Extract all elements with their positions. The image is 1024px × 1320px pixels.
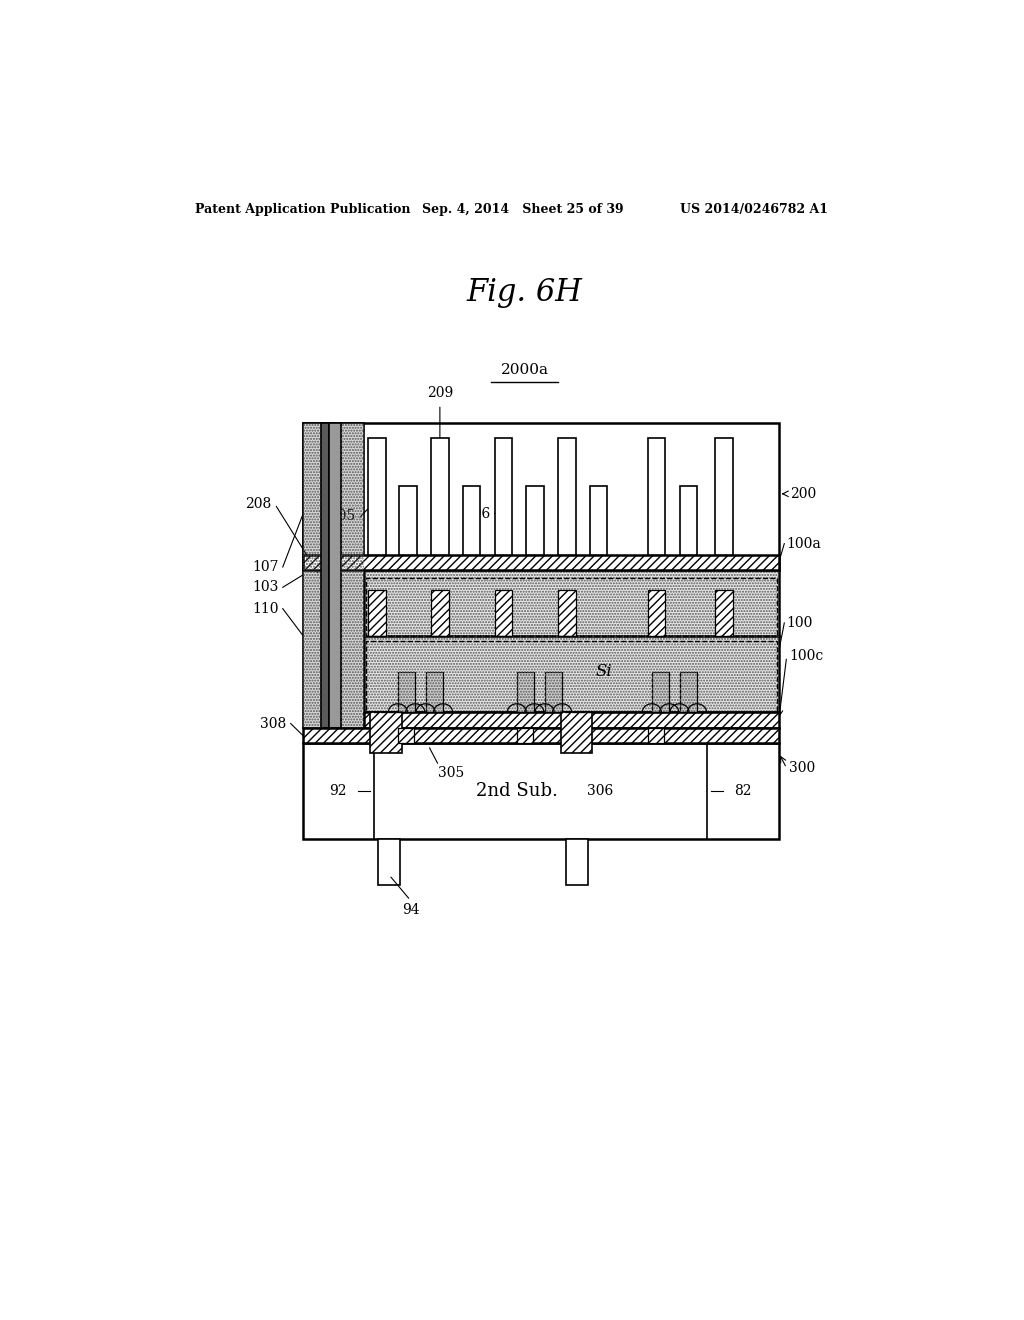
- Text: Si: Si: [596, 663, 612, 680]
- Bar: [367, 578, 777, 636]
- Bar: [680, 672, 697, 713]
- Bar: [369, 590, 386, 636]
- Bar: [365, 713, 778, 727]
- Bar: [590, 486, 607, 554]
- Bar: [680, 486, 697, 554]
- Text: 308: 308: [260, 717, 287, 730]
- Bar: [517, 672, 535, 713]
- Text: Sep. 4, 2014   Sheet 25 of 39: Sep. 4, 2014 Sheet 25 of 39: [422, 203, 624, 215]
- Bar: [322, 422, 329, 727]
- Text: 100c: 100c: [790, 649, 823, 664]
- Bar: [680, 672, 697, 713]
- Text: 107: 107: [252, 560, 279, 574]
- Bar: [517, 672, 535, 713]
- Text: 206: 206: [464, 507, 489, 521]
- Text: 300: 300: [790, 762, 815, 775]
- Bar: [648, 590, 666, 636]
- Bar: [426, 672, 443, 713]
- Bar: [526, 486, 544, 554]
- Text: 2000a: 2000a: [501, 363, 549, 378]
- Text: 2nd Sub.: 2nd Sub.: [476, 783, 558, 800]
- Bar: [367, 642, 777, 713]
- Bar: [545, 672, 562, 713]
- Text: 205: 205: [329, 510, 355, 523]
- Bar: [463, 486, 480, 554]
- Bar: [715, 590, 733, 636]
- Text: 100a: 100a: [786, 537, 821, 550]
- Bar: [303, 554, 778, 570]
- Text: 94: 94: [401, 903, 420, 917]
- Text: 103: 103: [252, 581, 279, 594]
- Bar: [431, 438, 449, 554]
- Bar: [365, 570, 778, 636]
- Bar: [652, 672, 670, 713]
- Bar: [303, 422, 337, 727]
- Bar: [303, 727, 778, 743]
- Bar: [370, 713, 401, 752]
- Bar: [303, 422, 778, 570]
- Bar: [303, 422, 337, 727]
- Bar: [397, 672, 416, 713]
- Bar: [517, 727, 532, 743]
- Text: 209: 209: [427, 387, 453, 400]
- Text: 305: 305: [437, 766, 464, 780]
- Bar: [495, 438, 512, 554]
- Bar: [303, 743, 778, 840]
- Bar: [397, 672, 416, 713]
- Bar: [648, 438, 666, 554]
- Text: 208: 208: [245, 496, 270, 511]
- Bar: [365, 570, 778, 636]
- Text: 92: 92: [330, 784, 347, 799]
- Bar: [329, 422, 341, 727]
- Bar: [426, 672, 443, 713]
- Bar: [341, 422, 365, 727]
- Text: 110: 110: [252, 602, 279, 615]
- Text: 200: 200: [790, 487, 816, 500]
- Text: 100: 100: [786, 616, 813, 630]
- Text: 82: 82: [734, 784, 752, 799]
- Bar: [495, 590, 512, 636]
- Bar: [558, 438, 575, 554]
- Text: 306: 306: [587, 784, 613, 799]
- Bar: [566, 840, 589, 886]
- Bar: [369, 438, 386, 554]
- Bar: [365, 636, 778, 713]
- Bar: [399, 486, 417, 554]
- Text: Patent Application Publication: Patent Application Publication: [196, 203, 411, 215]
- Bar: [545, 672, 562, 713]
- Bar: [431, 590, 449, 636]
- Bar: [378, 840, 400, 886]
- Bar: [365, 636, 778, 713]
- Bar: [715, 438, 733, 554]
- Bar: [648, 727, 664, 743]
- Bar: [341, 422, 365, 727]
- Text: US 2014/0246782 A1: US 2014/0246782 A1: [680, 203, 827, 215]
- Bar: [397, 727, 414, 743]
- Bar: [560, 713, 592, 752]
- Text: Fig. 6H: Fig. 6H: [467, 277, 583, 308]
- Bar: [652, 672, 670, 713]
- Bar: [558, 590, 575, 636]
